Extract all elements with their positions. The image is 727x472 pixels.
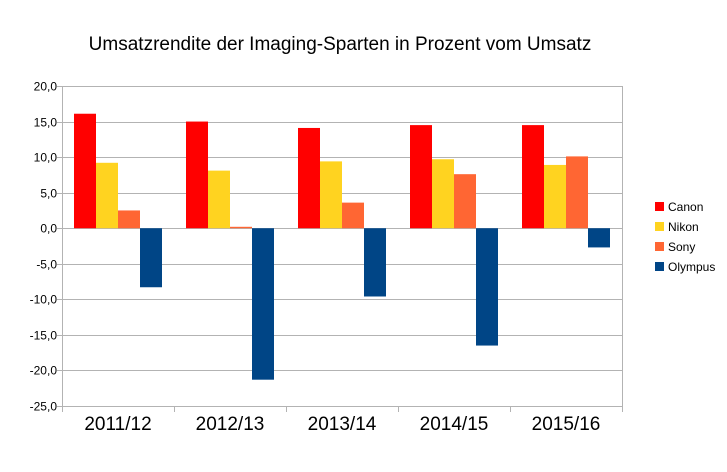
x-tick-label: 2013/14 [308,414,377,435]
bar-olympus-2015/16 [588,228,610,248]
x-tick-label: 2012/13 [196,414,265,435]
x-tick-label: 2011/12 [84,414,151,435]
legend: Canon Nikon Sony Olympus [655,200,715,274]
x-tick-label: 2014/15 [420,414,489,435]
bar-sony-2014/15 [454,174,476,229]
y-tick-label: 10,0 [34,151,58,165]
legend-label-canon: Canon [668,200,703,214]
y-tick-label: -5,0 [36,258,57,272]
bar-nikon-2013/14 [320,161,342,229]
chart-title: Umsatzrendite der Imaging-Sparten in Pro… [89,34,592,55]
bar-canon-2013/14 [298,127,320,229]
bar-nikon-2011/12 [96,162,118,229]
bar-sony-2013/14 [342,202,364,229]
x-tick-label: 2015/16 [532,414,601,435]
bar-nikon-2012/13 [208,170,230,229]
bar-canon-2015/16 [522,125,544,229]
y-tick-label: -15,0 [30,329,58,343]
bar-olympus-2011/12 [140,228,162,288]
y-tick-label: -10,0 [30,293,58,307]
bar-canon-2014/15 [410,125,432,229]
legend-label-sony: Sony [668,240,695,254]
bar-olympus-2012/13 [252,228,274,380]
y-tick-label: 0,0 [40,222,57,236]
axes: 20,0 15,0 10,0 5,0 0,0 -5,0 -10,0 -15,0 -20,0 -25… [30,80,623,435]
bar-canon-2012/13 [186,121,208,229]
legend-swatch-sony [655,242,664,251]
bar-nikon-2015/16 [544,164,566,229]
y-tick-label: -20,0 [30,364,58,378]
bar-olympus-2013/14 [364,228,386,297]
bar-sony-2011/12 [118,210,140,229]
y-tick-label: 15,0 [34,116,58,130]
bar-nikon-2014/15 [432,159,454,229]
legend-label-olympus: Olympus [668,260,715,274]
legend-label-nikon: Nikon [668,220,699,234]
bar-sony-2012/13 [230,226,252,229]
legend-swatch-canon [655,202,664,211]
bar-sony-2015/16 [566,156,588,229]
y-tick-label: 5,0 [40,187,57,201]
bars [74,113,610,380]
bar-canon-2011/12 [74,113,96,229]
bar-olympus-2014/15 [476,228,498,346]
legend-swatch-olympus [655,262,664,271]
y-tick-label: -25,0 [30,400,58,414]
legend-swatch-nikon [655,222,664,231]
y-tick-label: 20,0 [34,80,58,94]
